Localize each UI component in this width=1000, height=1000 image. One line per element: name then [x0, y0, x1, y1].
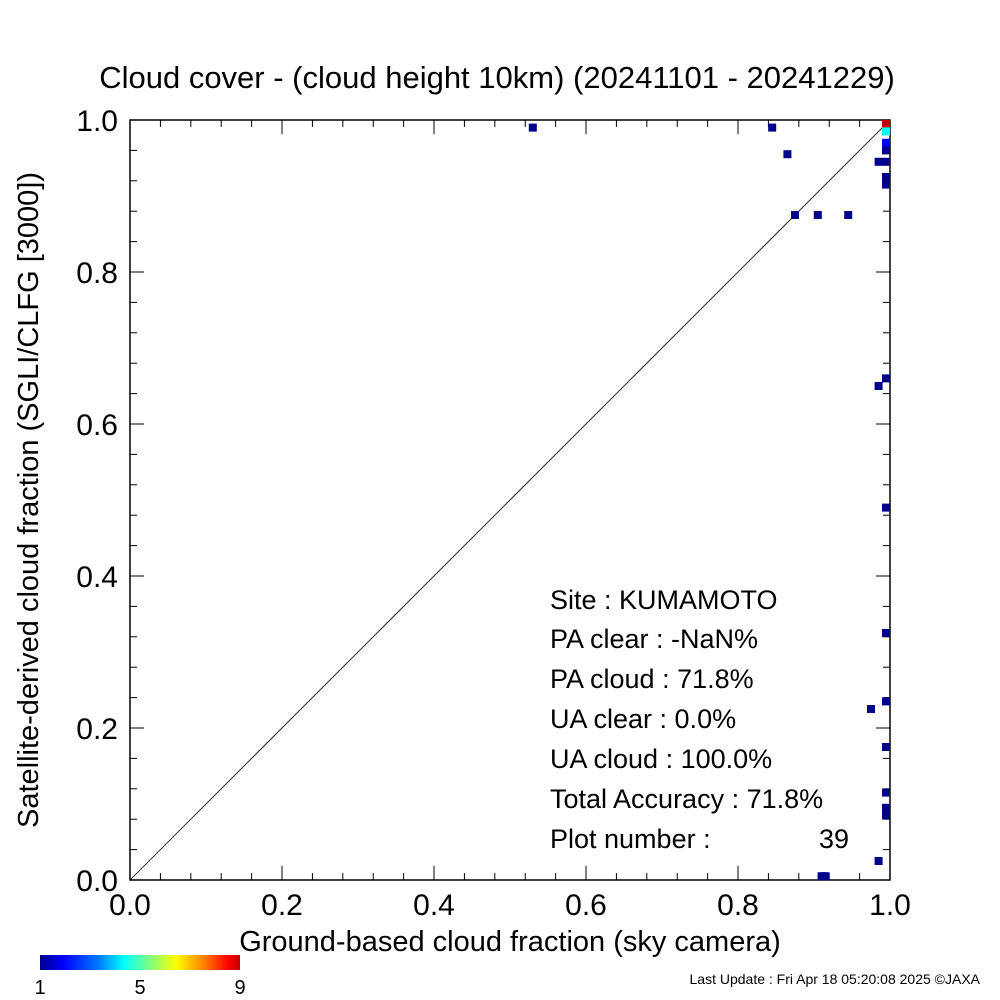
x-tick-label: 0.0 — [109, 889, 151, 922]
data-point — [882, 180, 890, 189]
data-point — [768, 123, 777, 132]
pa-clear: PA clear : -NaN% — [550, 624, 758, 654]
site-name: Site : KUMAMOTO — [550, 585, 778, 615]
x-tick-label: 0.6 — [565, 889, 607, 922]
x-tick-label: 1.0 — [869, 889, 911, 922]
x-tick-label: 0.2 — [261, 889, 303, 922]
data-point — [882, 138, 890, 147]
data-point — [882, 788, 890, 797]
colorbar-tick-label: 1 — [34, 977, 45, 999]
y-tick-label: 0.2 — [76, 713, 118, 746]
data-point — [874, 857, 883, 865]
data-point — [791, 211, 799, 219]
colorbar: 1 5 9 — [34, 955, 246, 999]
data-point — [821, 872, 830, 881]
x-tick-label: 0.8 — [717, 889, 759, 922]
ua-cloud: UA cloud : 100.0% — [550, 744, 772, 774]
y-tick-label: 0.8 — [76, 257, 118, 290]
y-tick-label: 0.6 — [76, 409, 118, 442]
colorbar-labels: 1 5 9 — [34, 977, 245, 999]
data-point — [882, 743, 890, 751]
plot-frame — [129, 119, 891, 881]
x-tick-label: 0.4 — [413, 889, 455, 922]
data-point — [882, 503, 890, 512]
chart-title: Cloud cover - (cloud height 10km) (20241… — [99, 60, 895, 95]
data-point — [867, 705, 875, 713]
data-point — [874, 382, 883, 390]
colorbar-tick-label: 9 — [234, 977, 245, 999]
colorbar-gradient — [40, 955, 240, 970]
y-tick-labels: 0.0 0.2 0.4 0.6 0.8 1.0 — [76, 105, 118, 898]
data-point — [844, 211, 853, 219]
data-point — [813, 211, 822, 219]
data-point — [882, 803, 890, 812]
data-point — [874, 157, 883, 166]
y-tick-label: 0.4 — [76, 561, 118, 594]
one-to-one-line — [129, 119, 891, 881]
data-point — [882, 127, 890, 136]
ua-clear: UA clear : 0.0% — [550, 704, 736, 734]
colorbar-tick-label: 5 — [134, 977, 145, 999]
y-axis-label: Satellite-derived cloud fraction (SGLI/C… — [13, 172, 45, 828]
x-axis-label: Ground-based cloud fraction (sky camera) — [239, 926, 781, 958]
data-point — [528, 123, 537, 132]
footer-text: Last Update : Fri Apr 18 05:20:08 2025 ©… — [690, 971, 981, 987]
y-tick-label: 1.0 — [76, 105, 118, 138]
data-point — [882, 173, 890, 181]
plot-number-label: Plot number : — [550, 824, 711, 854]
data-point — [783, 150, 792, 159]
data-point — [882, 374, 890, 383]
total-accuracy: Total Accuracy : 71.8% — [550, 784, 823, 814]
data-points — [528, 120, 890, 881]
data-point — [882, 120, 890, 128]
pa-cloud: PA cloud : 71.8% — [550, 664, 754, 694]
stats-box: Site : KUMAMOTO PA clear : -NaN% PA clou… — [550, 585, 849, 854]
data-point — [882, 146, 890, 155]
data-point — [882, 811, 890, 820]
plot-number-value: 39 — [819, 824, 849, 854]
data-point — [882, 629, 890, 637]
y-tick-label: 0.0 — [76, 865, 118, 898]
data-point — [882, 697, 890, 706]
x-tick-labels: 0.0 0.2 0.4 0.6 0.8 1.0 — [109, 889, 911, 922]
data-point — [882, 157, 890, 166]
